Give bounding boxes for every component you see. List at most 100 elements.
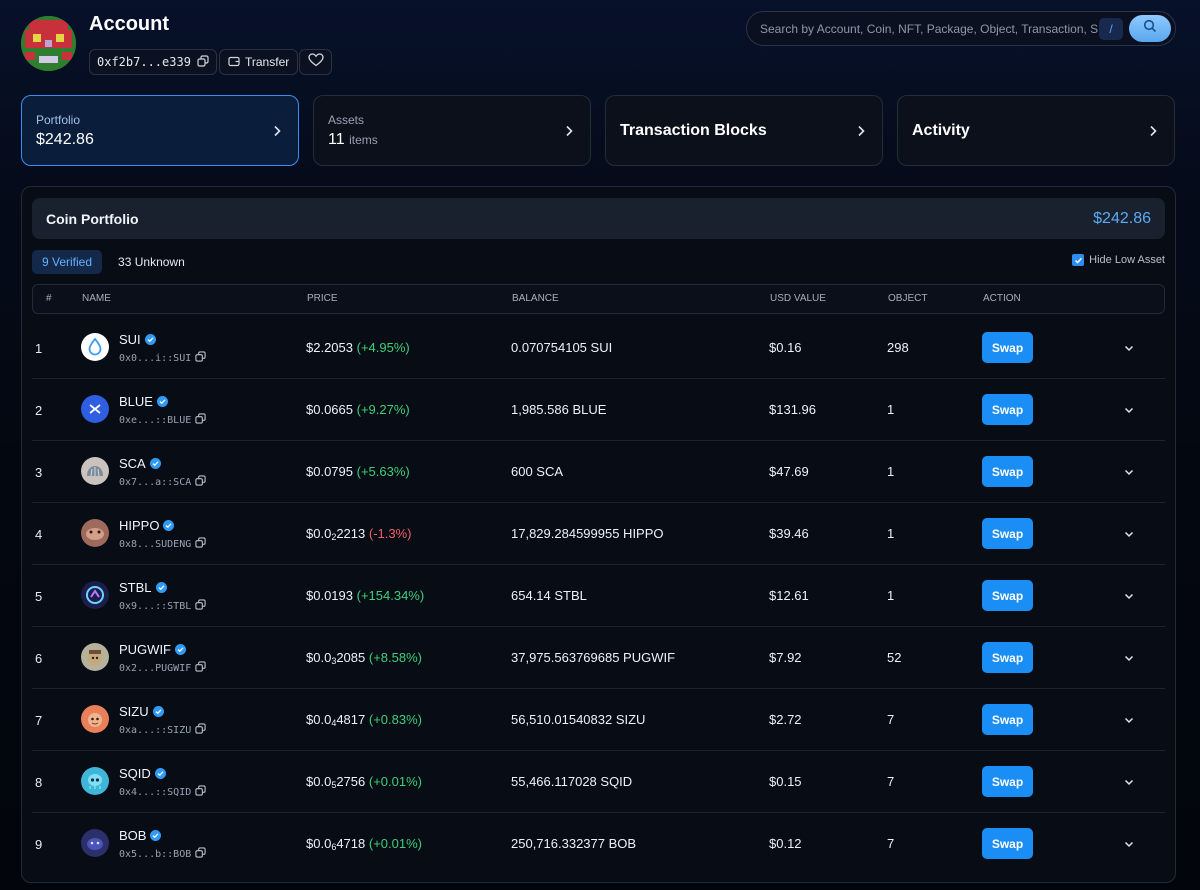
swap-button[interactable]: Swap bbox=[982, 766, 1033, 797]
swap-button[interactable]: Swap bbox=[982, 642, 1033, 673]
table-row[interactable]: 4 HIPPO 0x8...SUDENG $0.022213 (-1.3%) 1… bbox=[32, 503, 1165, 565]
search-input[interactable] bbox=[760, 21, 1099, 36]
swap-button[interactable]: Swap bbox=[982, 332, 1033, 363]
chevron-right-icon bbox=[858, 125, 865, 136]
price-change: (+4.95%) bbox=[356, 340, 410, 355]
swap-button[interactable]: Swap bbox=[982, 456, 1033, 487]
copy-icon[interactable] bbox=[195, 785, 206, 799]
verified-badge-icon bbox=[175, 644, 186, 655]
coin-balance: 17,829.284599955 HIPPO bbox=[511, 526, 664, 541]
chevron-down-icon[interactable] bbox=[1122, 465, 1136, 479]
table-row[interactable]: 2 BLUE 0xe...::BLUE $0.0665 (+9.27%) 1,9… bbox=[32, 379, 1165, 441]
copy-icon[interactable] bbox=[195, 413, 206, 427]
table-row[interactable]: 9 BOB 0x5...b::BOB $0.064718 (+0.01%) 25… bbox=[32, 813, 1165, 875]
verified-badge-icon bbox=[149, 458, 161, 469]
coin-symbol[interactable]: PUGWIF bbox=[119, 642, 171, 657]
table-row[interactable]: 7 SIZU 0xa...::SIZU $0.044817 (+0.83%) 5… bbox=[32, 689, 1165, 751]
bluefin-icon bbox=[81, 395, 109, 423]
chevron-down-icon[interactable] bbox=[1122, 527, 1136, 541]
search-button[interactable] bbox=[1129, 15, 1171, 42]
coin-balance: 0.070754105 SUI bbox=[511, 340, 613, 355]
chevron-down-icon[interactable] bbox=[1122, 589, 1136, 603]
copy-icon[interactable] bbox=[195, 475, 206, 489]
copy-icon[interactable] bbox=[195, 661, 206, 675]
table-row[interactable]: 5 STBL 0x9...::STBL $0.0193 (+154.34%) 6… bbox=[32, 565, 1165, 627]
coin-symbol[interactable]: BLUE bbox=[119, 394, 153, 409]
coin-type-address[interactable]: 0x2...PUGWIF bbox=[119, 662, 192, 674]
chevron-down-icon[interactable] bbox=[1122, 837, 1136, 851]
chevron-down-icon[interactable] bbox=[1122, 775, 1136, 789]
assets-card[interactable]: Assets 11 items bbox=[313, 95, 591, 166]
coin-type-address[interactable]: 0x5...b::BOB bbox=[119, 848, 192, 860]
coin-symbol[interactable]: BOB bbox=[119, 828, 147, 843]
chevron-down-icon[interactable] bbox=[1122, 713, 1136, 727]
copy-icon[interactable] bbox=[195, 351, 206, 365]
portfolio-card[interactable]: Portfolio $242.86 bbox=[21, 95, 299, 166]
coin-type-address[interactable]: 0x7...a::SCA bbox=[119, 476, 192, 488]
coin-symbol[interactable]: HIPPO bbox=[119, 518, 160, 533]
coin-type-address[interactable]: 0x0...i::SUI bbox=[119, 352, 192, 364]
column-price: PRICE bbox=[307, 293, 338, 304]
coin-usd-value: $0.12 bbox=[769, 836, 802, 851]
coin-symbol[interactable]: SIZU bbox=[119, 704, 149, 719]
row-index: 4 bbox=[35, 527, 43, 542]
copy-icon[interactable] bbox=[195, 723, 206, 737]
column-action: ACTION bbox=[983, 293, 1021, 304]
copy-icon[interactable] bbox=[197, 54, 209, 70]
chevron-down-icon[interactable] bbox=[1122, 651, 1136, 665]
column-balance: BALANCE bbox=[512, 293, 559, 304]
coin-type-address[interactable]: 0xa...::SIZU bbox=[119, 724, 192, 736]
assets-count: 11 bbox=[328, 130, 345, 148]
coin-usd-value: $12.61 bbox=[769, 588, 809, 603]
table-row[interactable]: 3 SCA 0x7...a::SCA $0.0795 (+5.63%) 600 … bbox=[32, 441, 1165, 503]
swap-button[interactable]: Swap bbox=[982, 704, 1033, 735]
coin-symbol[interactable]: SUI bbox=[119, 332, 141, 347]
copy-icon[interactable] bbox=[195, 599, 206, 613]
coin-symbol[interactable]: SQID bbox=[119, 766, 151, 781]
coin-symbol[interactable]: SCA bbox=[119, 456, 146, 471]
hide-low-asset-toggle[interactable]: Hide Low Asset bbox=[1072, 254, 1165, 266]
coin-type-address[interactable]: 0x4...::SQID bbox=[119, 786, 192, 798]
row-index: 7 bbox=[35, 713, 43, 728]
stbl-icon bbox=[81, 581, 109, 609]
table-row[interactable]: 1 SUI 0x0...i::SUI $2.2053 (+4.95%) 0.07… bbox=[32, 317, 1165, 379]
table-row[interactable]: 8 SQID 0x4...::SQID $0.052756 (+0.01%) 5… bbox=[32, 751, 1165, 813]
account-address-chip[interactable]: 0xf2b7...e339 bbox=[89, 49, 217, 75]
coin-object-count: 1 bbox=[887, 526, 895, 541]
hippo-icon bbox=[81, 519, 109, 547]
transfer-button[interactable]: Transfer bbox=[219, 49, 299, 75]
chevron-down-icon[interactable] bbox=[1122, 403, 1136, 417]
verified-badge-icon bbox=[144, 334, 156, 345]
copy-icon[interactable] bbox=[195, 847, 206, 861]
favorite-button[interactable] bbox=[299, 49, 332, 75]
transaction-blocks-card[interactable]: Transaction Blocks bbox=[605, 95, 883, 166]
chevron-down-icon[interactable] bbox=[1122, 341, 1136, 355]
coin-symbol[interactable]: STBL bbox=[119, 580, 152, 595]
coin-price: $0.022213 (-1.3%) bbox=[306, 526, 412, 542]
coin-price: $0.0665 (+9.27%) bbox=[306, 402, 410, 417]
swap-button[interactable]: Swap bbox=[982, 828, 1033, 859]
table-row[interactable]: 6 PUGWIF 0x2...PUGWIF $0.032085 (+8.58%)… bbox=[32, 627, 1165, 689]
coin-type-address[interactable]: 0x9...::STBL bbox=[119, 600, 192, 612]
swap-button[interactable]: Swap bbox=[982, 518, 1033, 549]
tab-unknown[interactable]: 33 Unknown bbox=[118, 255, 185, 269]
swap-button[interactable]: Swap bbox=[982, 394, 1033, 425]
portfolio-label: Portfolio bbox=[36, 112, 81, 127]
activity-card[interactable]: Activity bbox=[897, 95, 1175, 166]
chevron-right-icon bbox=[566, 125, 573, 136]
coin-portfolio-title: Coin Portfolio bbox=[46, 210, 139, 227]
swap-button[interactable]: Swap bbox=[982, 580, 1033, 611]
verified-badge-icon bbox=[156, 396, 168, 407]
coin-type-address[interactable]: 0xe...::BLUE bbox=[119, 414, 192, 426]
verified-badge-icon bbox=[150, 830, 162, 841]
tab-verified[interactable]: 9 Verified bbox=[32, 250, 103, 274]
sqid-icon bbox=[81, 767, 109, 795]
copy-icon[interactable] bbox=[195, 537, 206, 551]
coin-type-address[interactable]: 0x8...SUDENG bbox=[119, 538, 192, 550]
coin-price: $0.052756 (+0.01%) bbox=[306, 774, 422, 790]
hide-low-asset-checkbox[interactable] bbox=[1072, 254, 1085, 266]
search-shortcut-key: / bbox=[1099, 17, 1123, 40]
price-change: (+154.34%) bbox=[356, 588, 425, 603]
sizu-icon bbox=[81, 705, 109, 733]
coin-balance: 1,985.586 BLUE bbox=[511, 402, 607, 417]
